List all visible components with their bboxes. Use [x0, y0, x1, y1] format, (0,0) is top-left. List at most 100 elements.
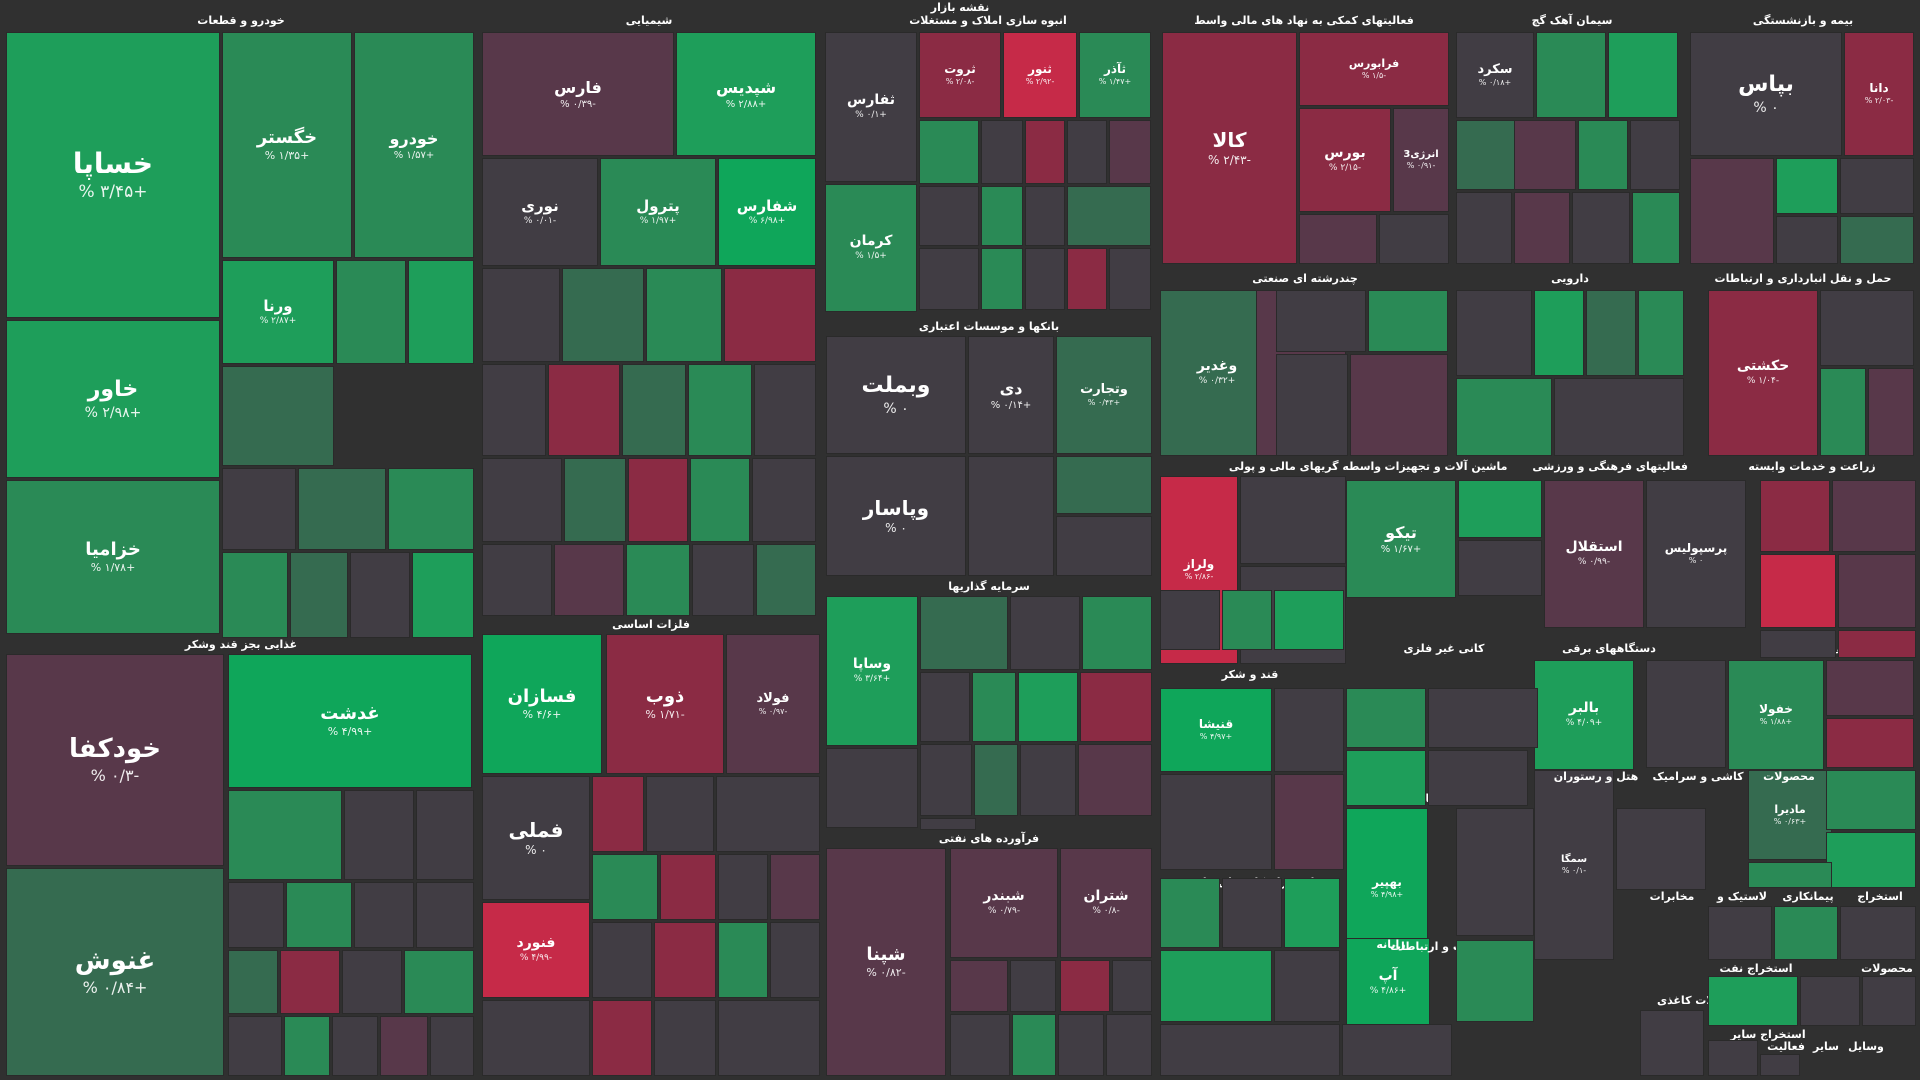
stock-tile-small[interactable]: [1708, 1040, 1758, 1076]
stock-tile[interactable]: بورس -۲/۱۵ %: [1299, 108, 1391, 212]
stock-tile-small[interactable]: [1458, 480, 1542, 538]
stock-tile-small[interactable]: [344, 790, 414, 880]
stock-tile-small[interactable]: [919, 120, 979, 184]
stock-tile-small[interactable]: [1428, 750, 1528, 806]
stock-tile-small[interactable]: [1690, 158, 1774, 264]
stock-tile[interactable]: خگستر +۱/۳۵ %: [222, 32, 352, 258]
stock-tile-small[interactable]: [1106, 1014, 1152, 1076]
stock-tile-small[interactable]: [562, 268, 644, 362]
stock-tile-small[interactable]: [1428, 688, 1538, 748]
stock-tile-small[interactable]: [1456, 290, 1532, 376]
stock-tile[interactable]: خاور +۲/۹۸ %: [6, 320, 220, 478]
stock-tile[interactable]: غنوش +۰/۸۴ %: [6, 868, 224, 1076]
stock-tile-small[interactable]: [1342, 1024, 1452, 1076]
stock-tile-small[interactable]: [1080, 672, 1152, 742]
stock-tile-small[interactable]: [280, 950, 340, 1014]
stock-tile-small[interactable]: [1112, 960, 1152, 1012]
stock-tile-small[interactable]: [622, 364, 686, 456]
stock-tile-small[interactable]: [1456, 940, 1534, 1022]
stock-tile-small[interactable]: [1586, 290, 1636, 376]
stock-tile[interactable]: شپنا -۰/۸۲ %: [826, 848, 946, 1076]
stock-tile[interactable]: دانا -۲/۰۳ %: [1844, 32, 1914, 156]
stock-tile[interactable]: دی +۰/۱۴ %: [968, 336, 1054, 454]
stock-tile[interactable]: وپاسار ۰ %: [826, 456, 966, 576]
stock-tile-small[interactable]: [1760, 630, 1836, 658]
stock-tile[interactable]: حکشتی -۱/۰۴ %: [1708, 290, 1818, 456]
stock-tile[interactable]: ثآذر +۱/۴۷ %: [1079, 32, 1151, 118]
stock-tile-small[interactable]: [1826, 660, 1914, 716]
stock-tile-small[interactable]: [1276, 354, 1348, 456]
stock-tile-small[interactable]: [354, 882, 414, 948]
stock-tile-small[interactable]: [718, 922, 768, 998]
stock-tile-small[interactable]: [688, 364, 752, 456]
stock-tile[interactable]: پرسپولیس ۰ %: [1646, 480, 1746, 628]
stock-tile-small[interactable]: [284, 1016, 330, 1076]
stock-tile-small[interactable]: [482, 544, 552, 616]
stock-tile-small[interactable]: [626, 544, 690, 616]
stock-tile-small[interactable]: [298, 468, 386, 550]
stock-tile[interactable]: شبندر -۰/۷۹ %: [950, 848, 1058, 958]
stock-tile[interactable]: فسازان +۴/۶ %: [482, 634, 602, 774]
stock-tile-small[interactable]: [1067, 248, 1107, 310]
stock-tile-small[interactable]: [950, 1014, 1010, 1076]
stock-tile-small[interactable]: [752, 458, 816, 542]
stock-tile[interactable]: فولاد -۰/۹۷ %: [726, 634, 820, 774]
stock-tile-small[interactable]: [718, 1000, 820, 1076]
stock-tile-small[interactable]: [482, 458, 562, 542]
stock-tile-small[interactable]: [228, 882, 284, 948]
stock-tile-small[interactable]: [1025, 248, 1065, 310]
stock-tile-small[interactable]: [1826, 832, 1916, 888]
stock-tile-small[interactable]: [408, 260, 474, 364]
stock-tile-small[interactable]: [592, 922, 652, 998]
stock-tile-small[interactable]: [1760, 1054, 1800, 1076]
stock-tile[interactable]: ثنور -۲/۹۲ %: [1003, 32, 1077, 118]
stock-tile[interactable]: ورنا +۲/۸۷ %: [222, 260, 334, 364]
stock-tile-small[interactable]: [416, 790, 474, 880]
stock-tile-small[interactable]: [564, 458, 626, 542]
stock-tile-small[interactable]: [1346, 688, 1426, 748]
stock-tile-small[interactable]: [1284, 878, 1340, 948]
stock-tile-small[interactable]: [1514, 192, 1570, 264]
stock-tile-small[interactable]: [716, 776, 820, 852]
stock-tile-small[interactable]: [1025, 186, 1065, 246]
stock-tile-small[interactable]: [1012, 1014, 1056, 1076]
stock-tile-small[interactable]: [1640, 1010, 1704, 1076]
stock-tile-small[interactable]: [1774, 906, 1838, 960]
stock-tile[interactable]: وتجارت+۰/۴۳ %: [1056, 336, 1152, 454]
stock-tile[interactable]: وساپا +۳/۶۴ %: [826, 596, 918, 746]
stock-tile-small[interactable]: [1868, 368, 1914, 456]
stock-tile-small[interactable]: [336, 260, 406, 364]
stock-tile-small[interactable]: [920, 596, 1008, 670]
stock-tile-small[interactable]: [1240, 476, 1346, 564]
stock-tile[interactable]: پترول +۱/۹۷ %: [600, 158, 716, 266]
stock-tile[interactable]: غدشت +۴/۹۹ %: [228, 654, 472, 788]
stock-tile-small[interactable]: [1346, 750, 1426, 806]
stock-tile-small[interactable]: [660, 854, 716, 920]
stock-tile[interactable]: استقلال -۰/۹۹ %: [1544, 480, 1644, 628]
stock-tile-small[interactable]: [1060, 960, 1110, 1012]
stock-tile-small[interactable]: [646, 268, 722, 362]
stock-tile[interactable]: ثفارس +۰/۱ %: [825, 32, 917, 182]
stock-tile-small[interactable]: [404, 950, 474, 1014]
stock-tile-small[interactable]: [756, 544, 816, 616]
stock-tile-small[interactable]: [1010, 960, 1056, 1012]
stock-tile-small[interactable]: [1632, 192, 1680, 264]
stock-tile-small[interactable]: [1274, 590, 1344, 650]
stock-tile-small[interactable]: [654, 922, 716, 998]
stock-tile-small[interactable]: [1160, 590, 1220, 650]
stock-tile-small[interactable]: [482, 364, 546, 456]
stock-tile-small[interactable]: [1578, 120, 1628, 190]
stock-tile-small[interactable]: [222, 366, 334, 466]
stock-tile-small[interactable]: [724, 268, 816, 362]
stock-tile-small[interactable]: [548, 364, 620, 456]
stock-tile-small[interactable]: [1222, 590, 1272, 650]
stock-tile-small[interactable]: [919, 248, 979, 310]
stock-tile[interactable]: فارس -۰/۳۹ %: [482, 32, 674, 156]
stock-tile[interactable]: شتران -۰/۸ %: [1060, 848, 1152, 958]
stock-tile-small[interactable]: [692, 544, 754, 616]
stock-tile-small[interactable]: [690, 458, 750, 542]
stock-tile[interactable]: شپدیس +۲/۸۸ %: [676, 32, 816, 156]
stock-tile-small[interactable]: [592, 1000, 652, 1076]
stock-tile-small[interactable]: [1840, 158, 1914, 214]
stock-tile-small[interactable]: [1456, 808, 1534, 936]
